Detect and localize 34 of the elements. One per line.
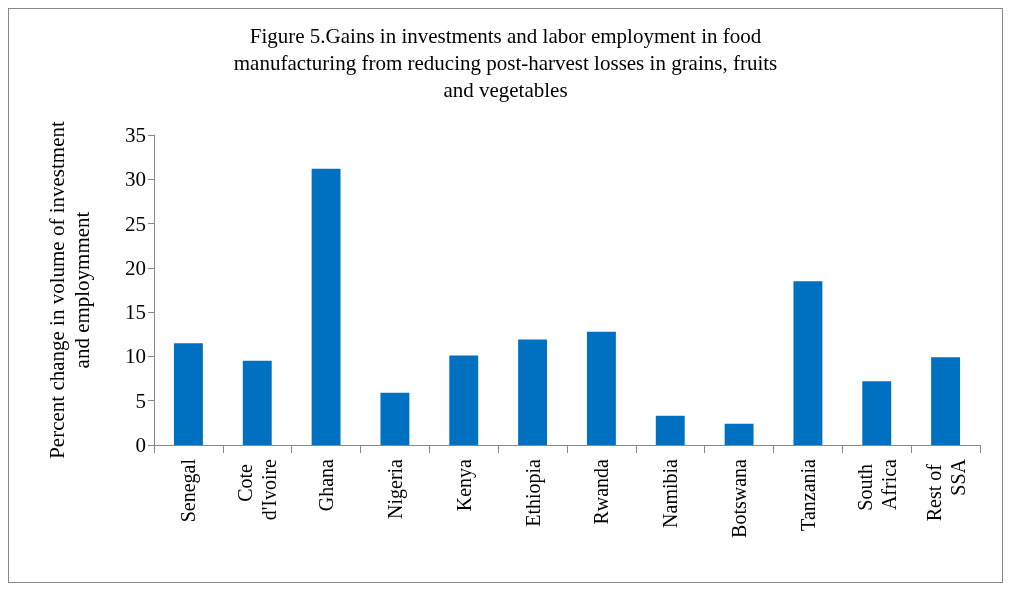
x-tick-label: Tanzania bbox=[796, 458, 819, 531]
bar bbox=[931, 357, 961, 445]
x-tick-label: Rwanda bbox=[590, 458, 613, 525]
bar bbox=[173, 343, 203, 445]
x-tick-label: Ethiopia bbox=[521, 458, 545, 527]
x-tick-label: Namibia bbox=[659, 458, 682, 528]
y-axis-title: Percent change in volume of investment and employmment bbox=[44, 121, 94, 459]
bar bbox=[518, 339, 548, 445]
chart-title: Figure 5.Gains in investments and labor employment in food manufacturing from reducing post-harvest losses in grains, fruits and vegetables bbox=[233, 23, 778, 102]
x-tick-label: South Africa bbox=[853, 458, 900, 511]
bar bbox=[724, 423, 754, 445]
bar bbox=[242, 360, 272, 445]
y-tick-label: 5 bbox=[135, 388, 146, 413]
bar bbox=[380, 392, 410, 445]
bar bbox=[862, 381, 892, 445]
y-tick-label: 35 bbox=[125, 123, 146, 147]
x-tick-label: Rest of SSA bbox=[922, 458, 969, 522]
bar bbox=[793, 281, 823, 445]
y-tick-label: 20 bbox=[125, 255, 146, 280]
x-tick-label: Ghana bbox=[315, 458, 338, 512]
x-tick-label: Nigeria bbox=[383, 458, 407, 519]
bar bbox=[311, 168, 341, 445]
bar bbox=[449, 355, 479, 445]
y-tick-label: 10 bbox=[125, 344, 146, 369]
y-tick-label: 30 bbox=[125, 167, 146, 192]
bar bbox=[586, 331, 616, 445]
y-tick-label: 0 bbox=[135, 433, 146, 457]
y-tick-label: 15 bbox=[125, 300, 146, 325]
x-tick-label: Botswana bbox=[728, 458, 751, 538]
bar bbox=[655, 415, 685, 445]
x-tick-label: Cote d'Ivoire bbox=[234, 458, 281, 521]
y-tick-label: 25 bbox=[125, 211, 146, 236]
x-tick-label: Kenya bbox=[452, 458, 476, 512]
x-tick-label: Senegal bbox=[177, 458, 201, 523]
